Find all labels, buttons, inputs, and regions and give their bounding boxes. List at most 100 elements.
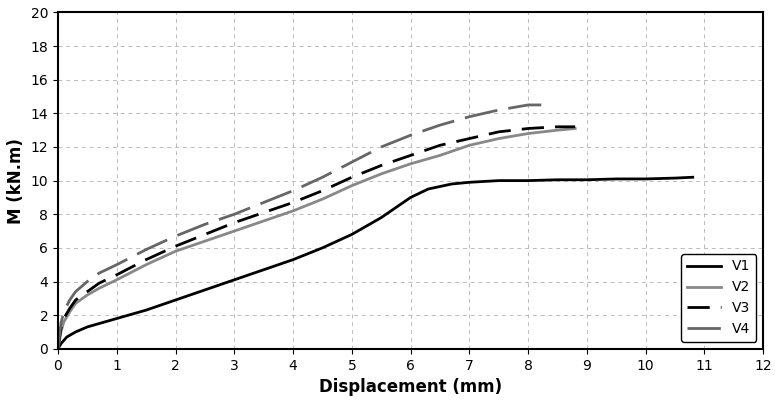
V1	[53, 346, 62, 351]
Y-axis label: M (kN.m): M (kN.m)	[7, 138, 25, 224]
V2	[94, 286, 104, 291]
V3	[435, 143, 445, 148]
V4	[230, 212, 239, 217]
V4	[83, 279, 92, 284]
V1	[376, 215, 386, 220]
V4	[56, 321, 65, 326]
Line: V2: V2	[58, 129, 575, 349]
V2	[376, 171, 386, 176]
V3	[112, 272, 122, 277]
V3	[347, 175, 357, 180]
V3	[523, 126, 533, 131]
V4	[94, 271, 104, 276]
V1	[612, 177, 621, 181]
V1	[494, 178, 503, 183]
V1	[112, 316, 122, 321]
V3	[494, 129, 503, 134]
V3	[71, 297, 80, 302]
V3	[406, 153, 415, 158]
V3	[142, 257, 151, 262]
V3	[259, 210, 268, 215]
V3	[465, 136, 474, 141]
V4	[541, 102, 551, 107]
V2	[230, 229, 239, 233]
V3	[553, 125, 562, 129]
V2	[288, 208, 298, 213]
Line: V3: V3	[58, 127, 575, 349]
V4	[406, 133, 415, 137]
V3	[65, 306, 75, 311]
V2	[71, 301, 80, 306]
Line: V1: V1	[58, 177, 693, 349]
V1	[259, 267, 268, 272]
V1	[83, 324, 92, 329]
V2	[53, 346, 62, 351]
V2	[200, 239, 210, 243]
V2	[56, 330, 65, 334]
V4	[142, 247, 151, 252]
V1	[582, 177, 591, 182]
V3	[53, 346, 62, 351]
V1	[688, 175, 697, 180]
Line: V4: V4	[58, 105, 546, 349]
V1	[641, 177, 650, 181]
V1	[200, 287, 210, 292]
V2	[259, 218, 268, 223]
V1	[171, 297, 180, 302]
V3	[288, 200, 298, 205]
V2	[494, 136, 503, 141]
V2	[142, 262, 151, 267]
V2	[406, 161, 415, 166]
V1	[406, 195, 415, 200]
V3	[318, 188, 327, 193]
V4	[523, 102, 533, 107]
V1	[347, 232, 357, 237]
V4	[494, 108, 503, 112]
V2	[65, 310, 75, 314]
V1	[465, 180, 474, 185]
V3	[83, 289, 92, 294]
V3	[570, 125, 580, 129]
V4	[59, 310, 69, 314]
V3	[376, 163, 386, 168]
V4	[347, 160, 357, 164]
V2	[112, 277, 122, 282]
V1	[447, 182, 456, 187]
V4	[71, 289, 80, 294]
V4	[65, 297, 75, 302]
V1	[142, 307, 151, 312]
V4	[112, 262, 122, 267]
V4	[435, 123, 445, 127]
V1	[671, 176, 680, 181]
V4	[200, 222, 210, 227]
V1	[523, 178, 533, 183]
V3	[59, 316, 69, 321]
V2	[465, 143, 474, 148]
V4	[288, 188, 298, 193]
V1	[288, 257, 298, 262]
V2	[83, 293, 92, 297]
V1	[94, 321, 104, 326]
V3	[230, 220, 239, 225]
V2	[570, 126, 580, 131]
V4	[53, 346, 62, 351]
V2	[59, 320, 69, 324]
V1	[318, 245, 327, 250]
V2	[523, 131, 533, 136]
V4	[465, 114, 474, 119]
V1	[56, 341, 65, 346]
V4	[171, 234, 180, 239]
V1	[424, 187, 433, 191]
V1	[230, 277, 239, 282]
X-axis label: Displacement (mm): Displacement (mm)	[319, 378, 502, 396]
V3	[56, 326, 65, 331]
V1	[62, 334, 72, 339]
V1	[71, 330, 80, 334]
V3	[171, 244, 180, 249]
V4	[318, 175, 327, 180]
V2	[435, 153, 445, 158]
V4	[376, 145, 386, 150]
V1	[553, 177, 562, 182]
V2	[347, 183, 357, 188]
V2	[318, 197, 327, 202]
